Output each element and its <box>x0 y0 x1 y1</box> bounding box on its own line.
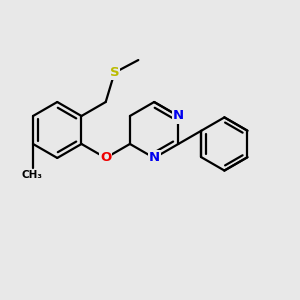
Text: O: O <box>100 152 111 164</box>
Text: S: S <box>110 66 119 79</box>
Text: N: N <box>173 110 184 122</box>
Text: N: N <box>148 152 160 164</box>
Text: CH₃: CH₃ <box>21 170 42 180</box>
